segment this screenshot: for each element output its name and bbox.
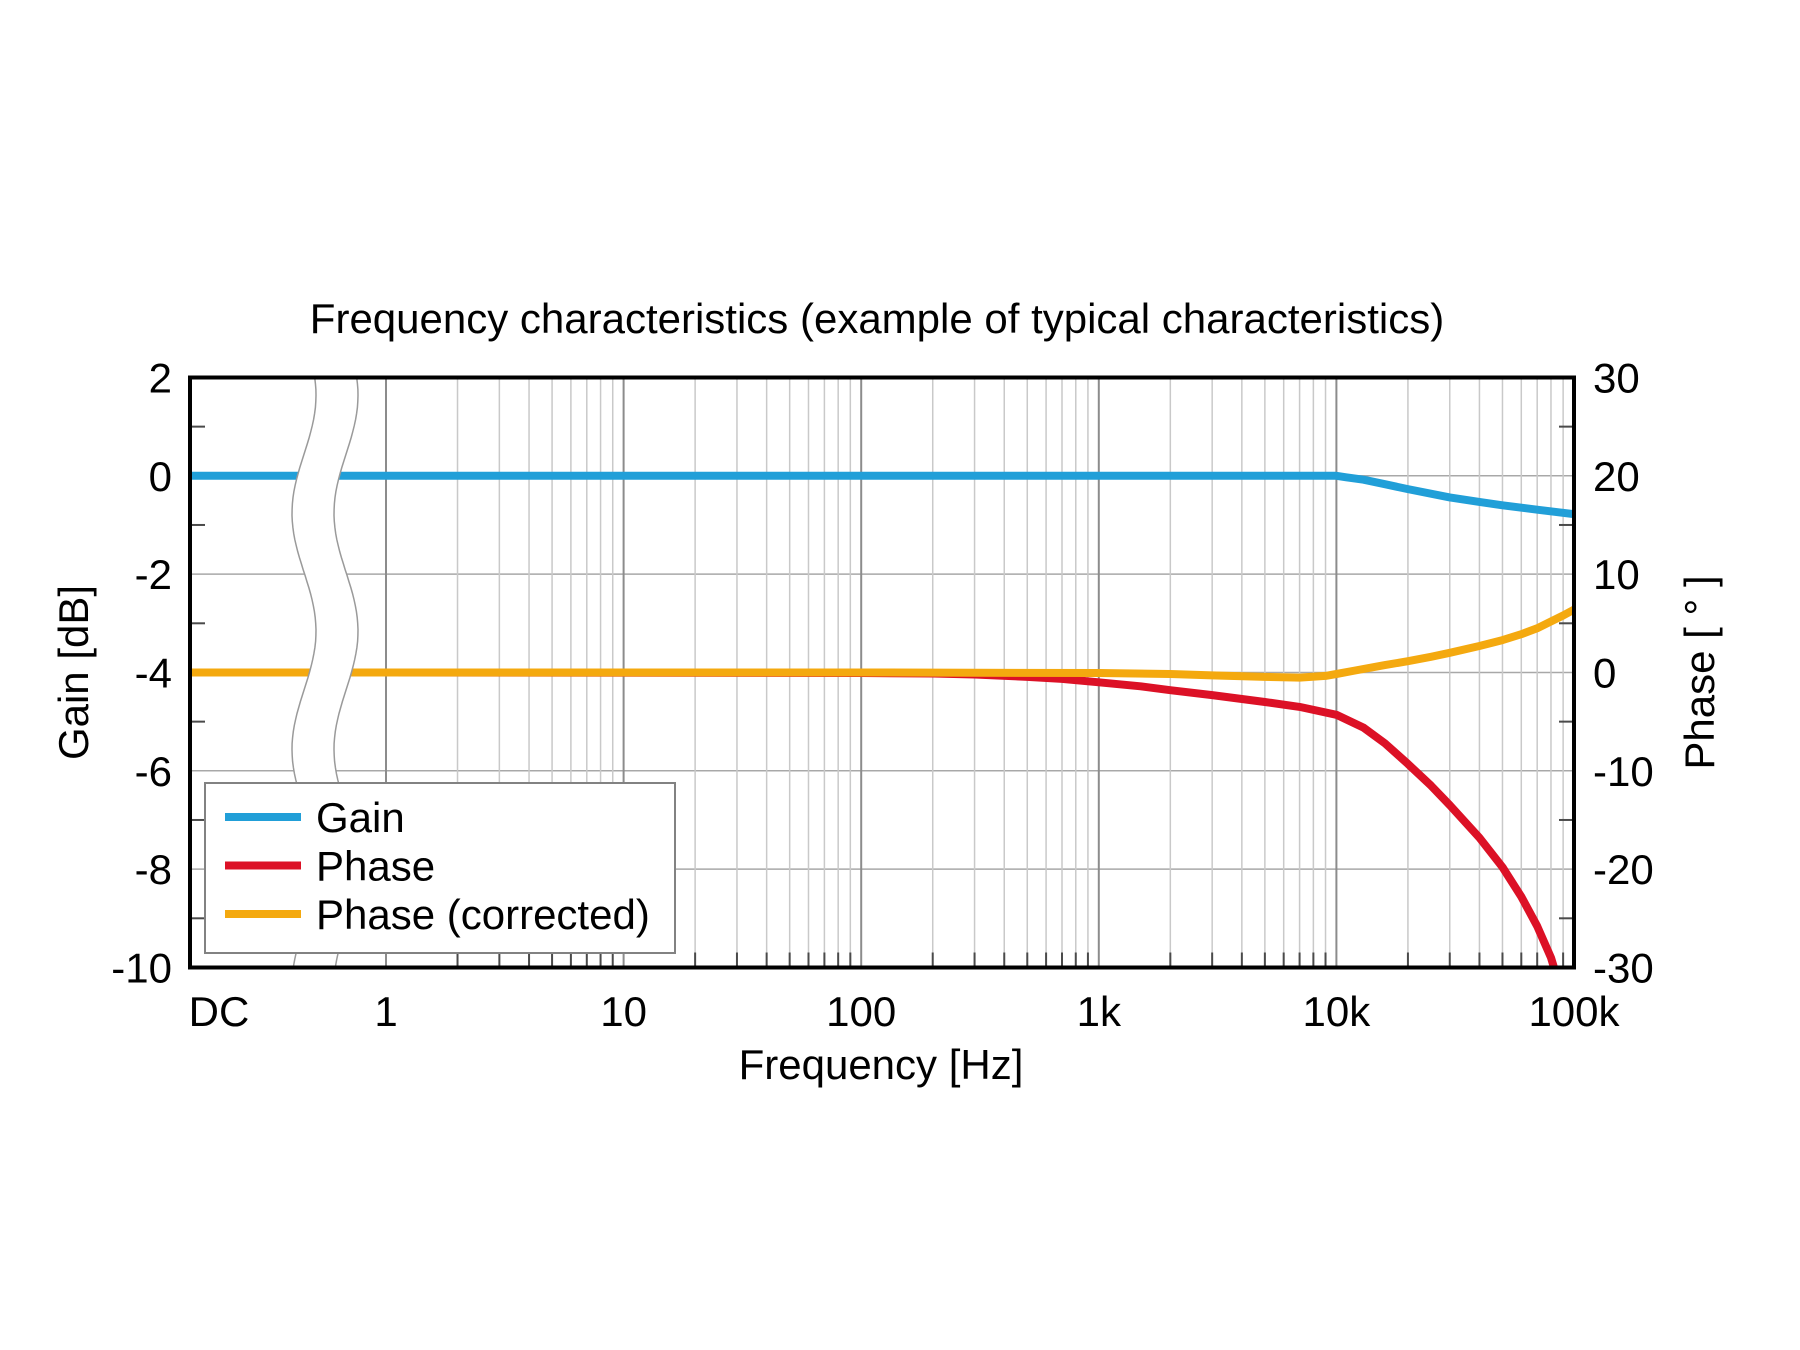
tick-marks-layer [191,425,1573,967]
x-axis-label: Frequency [Hz] [739,1041,1024,1088]
y-axis-label-left: Gain [dB] [50,585,97,760]
frequency-tick-label: DC [189,988,250,1035]
legend-label: Phase [316,843,435,890]
frequency-tick-label: 10k [1303,988,1372,1035]
frequency-tick-label: 1k [1077,988,1122,1035]
curves-layer [190,471,1574,968]
frequency-tick-label: 100k [1528,988,1620,1035]
phase-corrected-curve [190,606,1574,682]
phase-tick-label: 30 [1593,355,1640,402]
gain-tick-label: -4 [135,649,172,696]
gain-tick-label: -6 [135,748,172,795]
gain-curve [190,471,1574,519]
plot-border [188,375,1576,970]
legend-label: Phase (corrected) [316,891,650,938]
phase-tick-label: 20 [1593,453,1640,500]
frequency-tick-label: 10 [600,988,647,1035]
phase-tick-label: 0 [1593,650,1616,697]
gain-tick-label: 2 [149,354,172,401]
legend-label: Gain [316,794,405,841]
gain-tick-label: -8 [135,846,172,893]
phase-tick-label: -20 [1593,846,1654,893]
gain-tick-label: -2 [135,551,172,598]
phase-tick-label: 10 [1593,551,1640,598]
gain-tick-label: 0 [149,453,172,500]
phase-tick-label: -30 [1593,944,1654,991]
gain-tick-label: -10 [111,944,172,991]
chart-title: Frequency characteristics (example of ty… [310,295,1444,342]
y-axis-label-right: Phase [ ° ] [1676,575,1723,769]
phase-tick-label: -10 [1593,748,1654,795]
frequency-tick-label: 100 [826,988,896,1035]
frequency-tick-label: 1 [374,988,397,1035]
